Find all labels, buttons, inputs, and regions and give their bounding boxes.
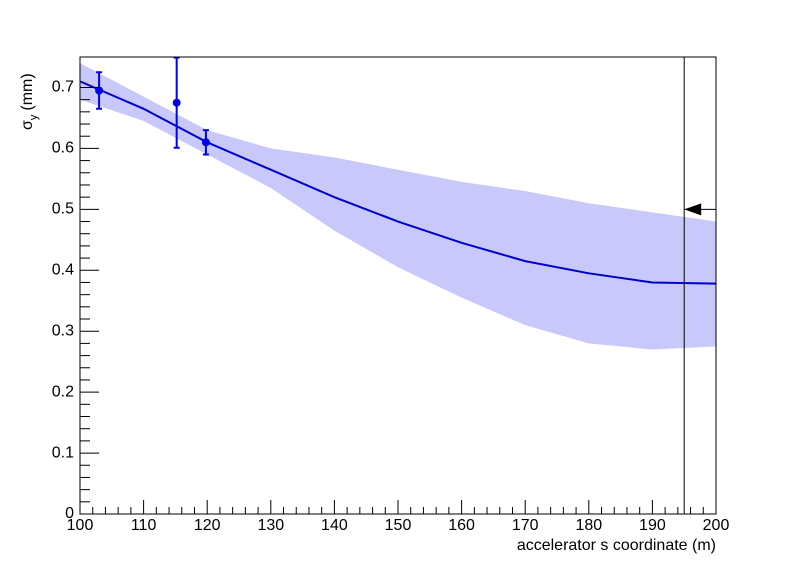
y-label-unit: (mm) [19,73,36,110]
fit-line [79,80,717,285]
x-tick-label: 100 [67,517,94,534]
x-tick-label: 160 [448,517,475,534]
data-point [172,98,181,107]
data-point [201,138,210,147]
y-tick-label: 0.6 [52,140,74,157]
x-tick-label: 110 [131,517,157,534]
y-tick-label: 0.1 [52,444,74,461]
y-axis-label: σy (mm) [19,73,40,130]
y-tick-label: 0.3 [52,322,74,339]
y-label-subscript: y [28,114,40,120]
x-tick-label: 180 [575,517,602,534]
y-tick-label: 0.2 [52,383,74,400]
x-tick-label: 130 [257,517,284,534]
x-tick-label: 190 [639,517,666,534]
x-tick-label: 170 [512,517,539,534]
data-point [95,86,104,95]
y-tick-label: 0.4 [52,261,74,278]
y-label-symbol: σ [19,120,36,130]
reference-arrow-head [684,203,702,216]
y-tick-label: 0.7 [52,79,74,96]
x-tick-label: 200 [703,517,730,534]
y-tick-label: 0.5 [52,201,74,218]
x-tick-label: 140 [321,517,348,534]
confidence-band [80,63,716,350]
x-tick-label: 150 [385,517,412,534]
y-tick-label: 0 [65,505,74,522]
x-axis-label: accelerator s coordinate (m) [517,537,716,554]
x-tick-label: 120 [194,517,221,534]
